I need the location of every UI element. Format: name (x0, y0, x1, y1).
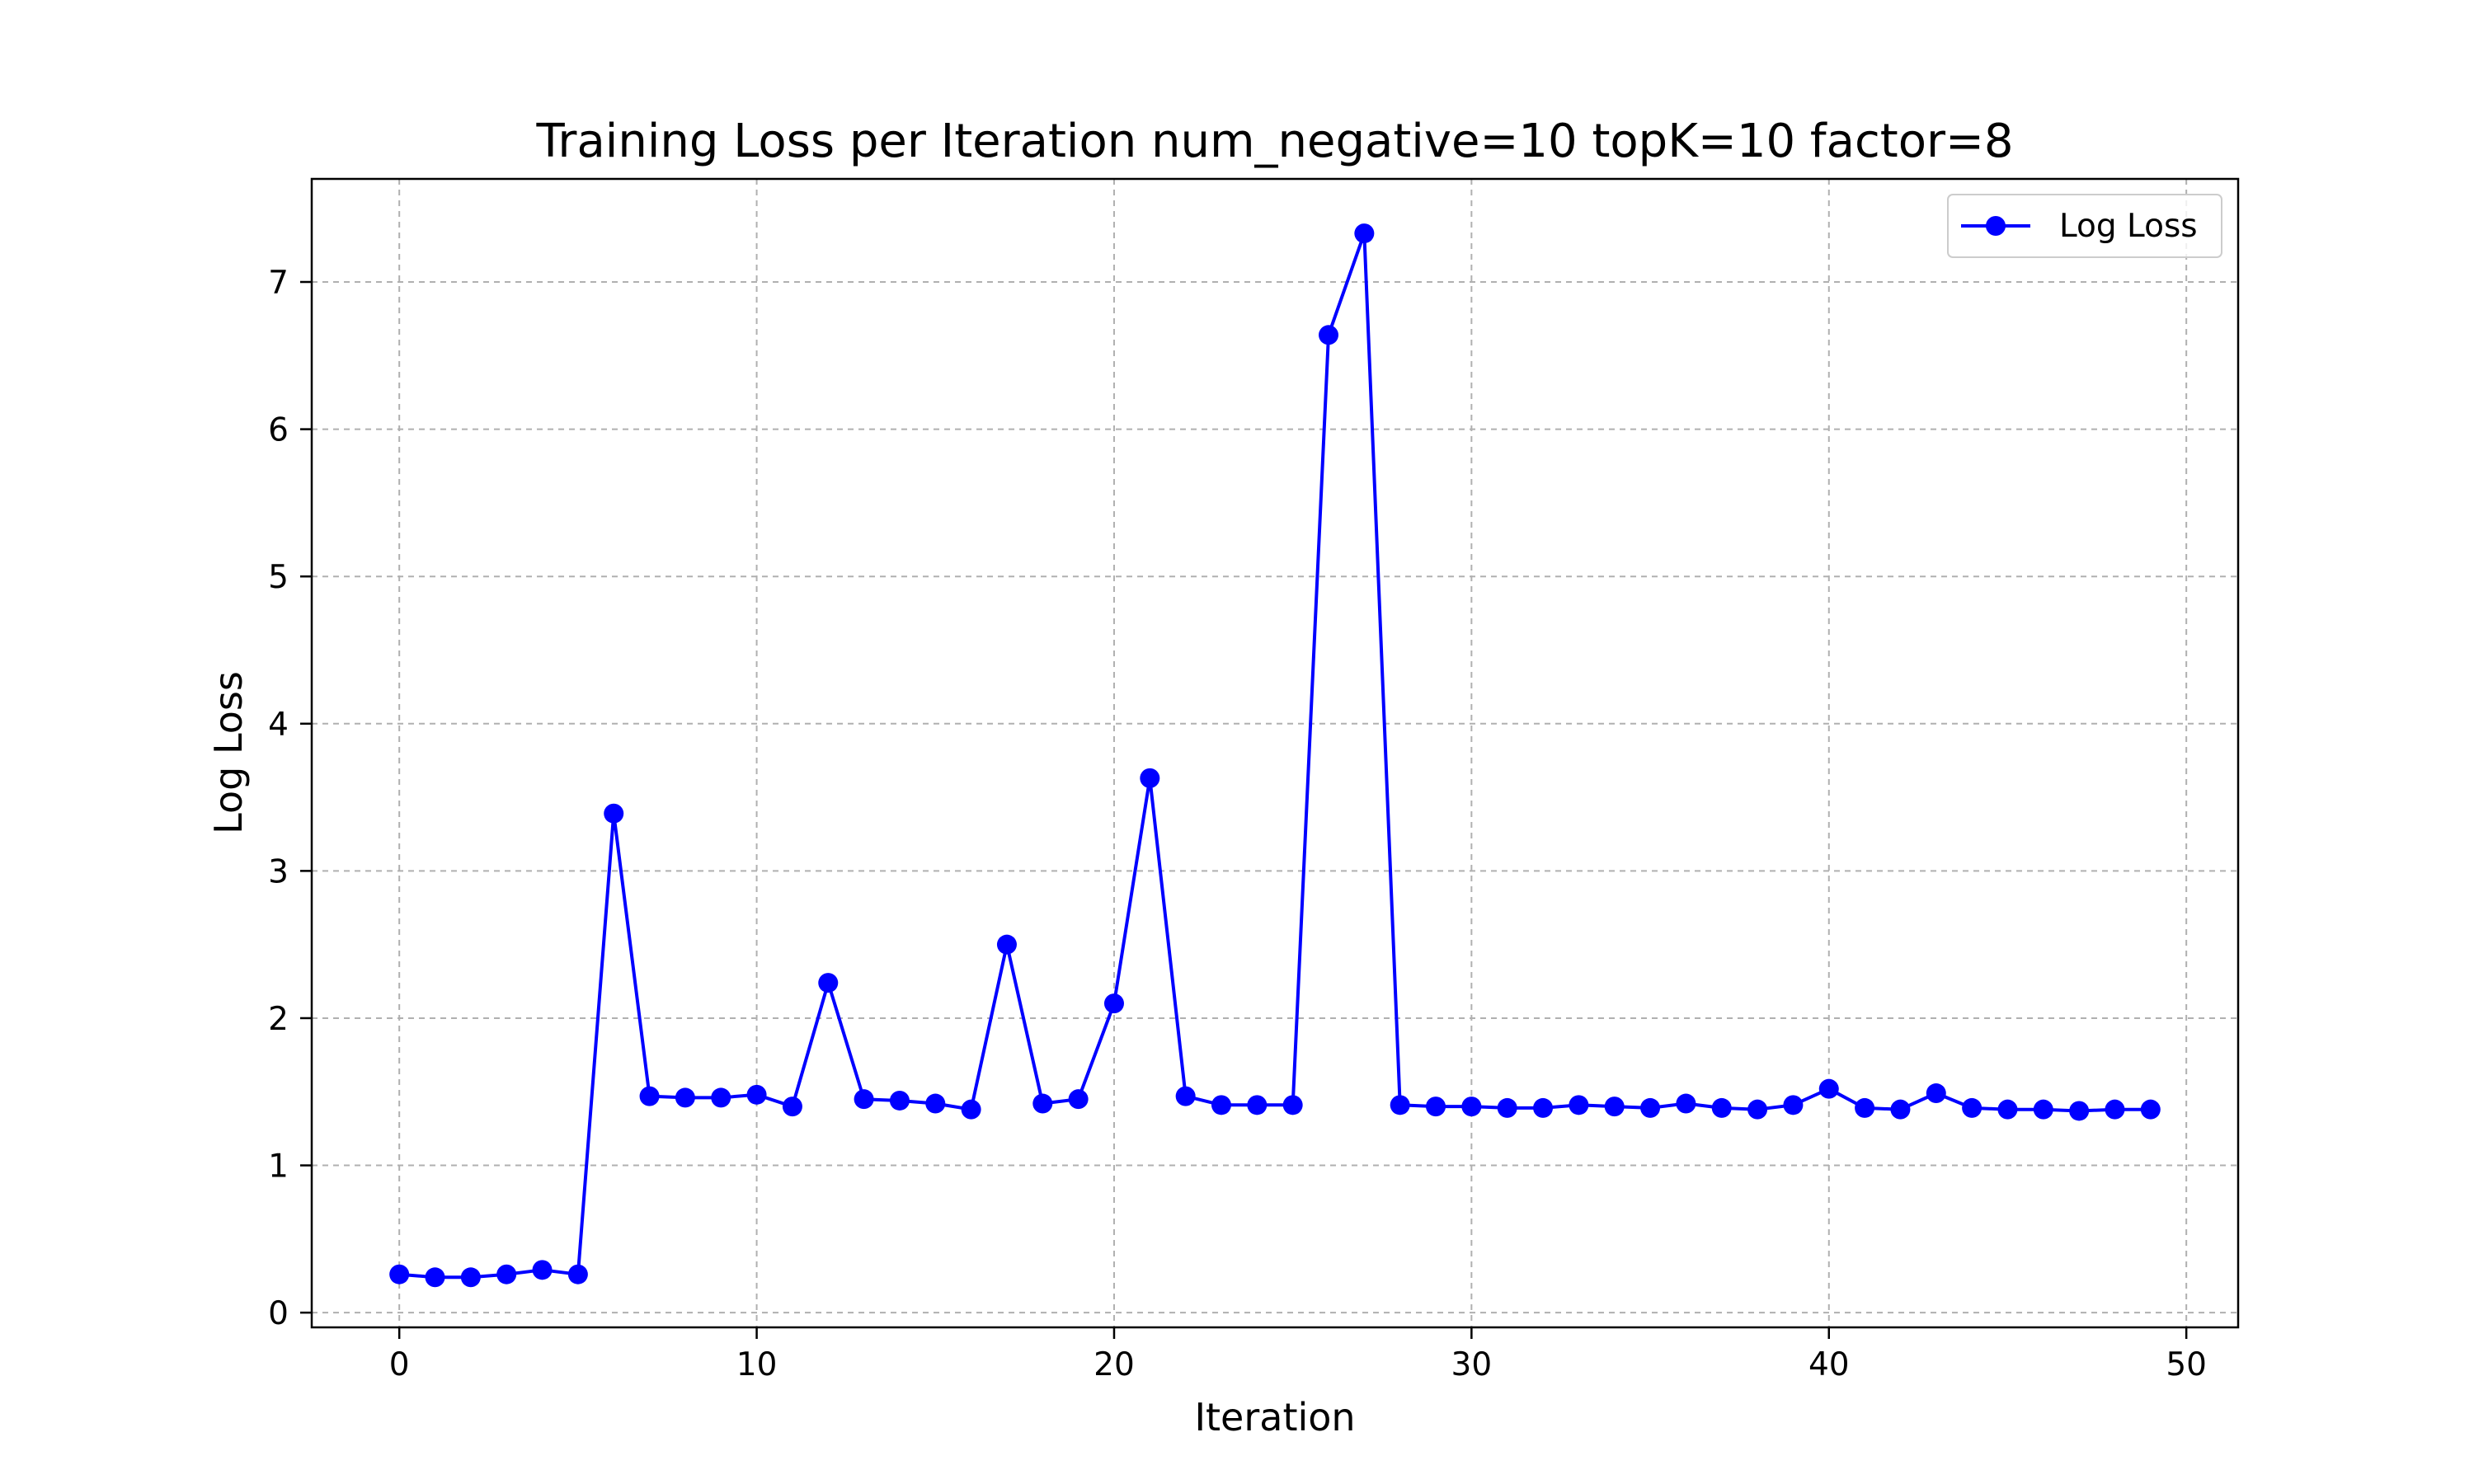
data-point (2069, 1101, 2090, 1121)
legend-label: Log Loss (2059, 208, 2198, 245)
data-point (711, 1087, 731, 1108)
data-point (1997, 1099, 2018, 1120)
data-point (746, 1084, 767, 1105)
data-point (425, 1267, 445, 1288)
data-point (2140, 1099, 2161, 1120)
x-tick-label: 30 (1451, 1346, 1493, 1383)
data-point (1103, 993, 1124, 1014)
data-point (1497, 1097, 1517, 1118)
data-point (961, 1099, 981, 1120)
axes: 0 10 20 30 40 50 0 1 2 3 4 5 6 7 (268, 265, 2207, 1383)
data-point (889, 1090, 910, 1111)
x-tick-label: 20 (1094, 1346, 1135, 1383)
data-point (604, 803, 624, 824)
y-tick-label: 3 (268, 853, 289, 890)
y-tick-label: 2 (268, 1001, 289, 1038)
data-point (496, 1264, 517, 1284)
data-point (1211, 1095, 1231, 1115)
data-point (639, 1086, 660, 1106)
x-axis-label: Iteration (1194, 1395, 1355, 1439)
x-tick-label: 40 (1808, 1346, 1850, 1383)
data-point (1569, 1095, 1589, 1115)
data-point (1640, 1097, 1661, 1118)
x-tick-label: 50 (2166, 1346, 2207, 1383)
y-tick-label: 7 (268, 265, 289, 302)
data-point (1962, 1097, 1982, 1118)
y-axis-label: Log Loss (206, 671, 251, 834)
data-point (1319, 325, 1339, 345)
data-point (1711, 1097, 1732, 1118)
series-layer (389, 223, 2161, 1288)
data-point (2105, 1099, 2125, 1120)
plot-frame (310, 177, 2240, 1329)
data-point (1140, 768, 1160, 788)
data-point (1426, 1097, 1446, 1117)
data-point (1783, 1095, 1804, 1115)
data-point (1855, 1097, 1875, 1118)
data-point (1068, 1089, 1089, 1110)
data-point (996, 934, 1017, 955)
data-point (1818, 1078, 1839, 1099)
legend-box (1947, 194, 2222, 258)
data-point (782, 1097, 802, 1117)
data-point (1890, 1099, 1911, 1120)
data-point (389, 1264, 410, 1284)
y-tick-label: 4 (268, 707, 289, 744)
data-point (1676, 1093, 1696, 1114)
data-point (1926, 1083, 1946, 1104)
data-point (1533, 1097, 1554, 1118)
data-point (1032, 1093, 1053, 1114)
data-point (1604, 1097, 1625, 1117)
y-tick-label: 0 (268, 1295, 289, 1332)
x-tick-label: 0 (389, 1346, 410, 1383)
data-point (854, 1089, 874, 1110)
data-point (2033, 1099, 2053, 1120)
data-point (532, 1260, 553, 1280)
chart-title: Training Loss per Iteration num_negative… (535, 115, 2013, 168)
data-point (818, 973, 839, 993)
data-point (675, 1087, 695, 1108)
data-point (460, 1267, 481, 1288)
data-point (1390, 1095, 1410, 1115)
x-tick-label: 10 (736, 1346, 778, 1383)
data-point (1282, 1095, 1303, 1115)
data-point (925, 1093, 946, 1114)
legend: Log Loss (1947, 194, 2222, 258)
data-point (1461, 1097, 1482, 1117)
legend-marker-swatch (1986, 216, 2006, 236)
data-point (1354, 223, 1375, 244)
y-tick-label: 1 (268, 1148, 289, 1186)
grid (312, 179, 2238, 1327)
data-point (1247, 1095, 1268, 1115)
y-tick-label: 5 (268, 559, 289, 596)
data-point (1175, 1086, 1196, 1106)
y-tick-label: 6 (268, 412, 289, 449)
data-point (1747, 1099, 1768, 1120)
data-point (567, 1264, 588, 1284)
